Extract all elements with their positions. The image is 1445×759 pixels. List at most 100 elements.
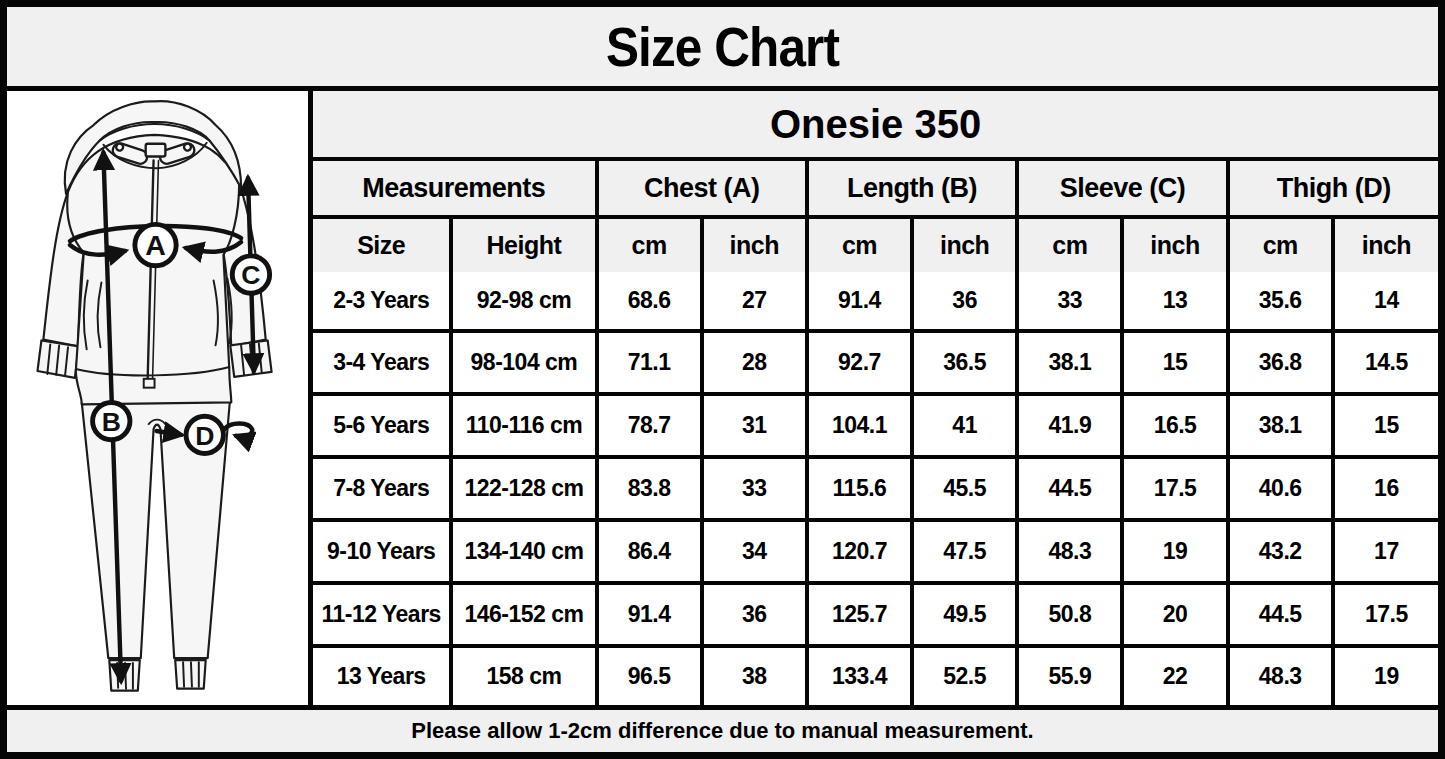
value-cell: 78.7: [597, 394, 702, 457]
chest-label: A: [145, 229, 166, 261]
value-cell: 104.1: [807, 394, 912, 457]
value-cell: 133.4: [807, 646, 912, 705]
group-header-row: Measurements Chest (A) Length (B) Sleeve…: [313, 159, 1438, 217]
value-cell: 13: [1122, 272, 1227, 331]
table-row: 7-8 Years122-128 cm83.833115.645.544.517…: [313, 457, 1438, 520]
sub-header-unit: cm: [597, 217, 702, 272]
value-cell: 38.1: [1017, 331, 1122, 394]
value-cell: 15: [1333, 394, 1438, 457]
group-header-measurements: Measurements: [313, 159, 597, 217]
value-cell: 41.9: [1017, 394, 1122, 457]
sub-header-row: SizeHeightcminchcminchcminchcminch: [313, 217, 1438, 272]
size-cell: 9-10 Years: [313, 520, 451, 583]
content-row: A B C D Onesie 350: [7, 91, 1438, 705]
value-cell: 15: [1122, 331, 1227, 394]
group-header-length: Length (B): [807, 159, 1017, 217]
value-cell: 17: [1333, 520, 1438, 583]
value-cell: 16.5: [1122, 394, 1227, 457]
sub-header-unit: inch: [702, 217, 807, 272]
sub-header-height: Height: [451, 217, 596, 272]
height-cell: 92-98 cm: [451, 272, 596, 331]
value-cell: 71.1: [597, 331, 702, 394]
height-cell: 98-104 cm: [451, 331, 596, 394]
value-cell: 31: [702, 394, 807, 457]
value-cell: 44.5: [1228, 583, 1333, 646]
value-cell: 47.5: [912, 520, 1017, 583]
value-cell: 52.5: [912, 646, 1017, 705]
value-cell: 20: [1122, 583, 1227, 646]
thigh-label: D: [195, 421, 214, 451]
value-cell: 33: [702, 457, 807, 520]
footer-note-bar: Please allow 1-2cm difference due to man…: [7, 705, 1438, 752]
value-cell: 34: [702, 520, 807, 583]
value-cell: 14: [1333, 272, 1438, 331]
title-bar: Size Chart: [7, 7, 1438, 91]
value-cell: 96.5: [597, 646, 702, 705]
value-cell: 92.7: [807, 331, 912, 394]
size-cell: 11-12 Years: [313, 583, 451, 646]
table-row: 13 Years158 cm96.538133.452.555.92248.31…: [313, 646, 1438, 705]
value-cell: 40.6: [1228, 457, 1333, 520]
value-cell: 49.5: [912, 583, 1017, 646]
size-table: Onesie 350 Measurements Chest (A) Length…: [313, 91, 1438, 705]
value-cell: 36.8: [1228, 331, 1333, 394]
value-cell: 14.5: [1333, 331, 1438, 394]
group-header-sleeve: Sleeve (C): [1017, 159, 1227, 217]
value-cell: 16: [1333, 457, 1438, 520]
sub-header-unit: cm: [1017, 217, 1122, 272]
value-cell: 36: [702, 583, 807, 646]
value-cell: 33: [1017, 272, 1122, 331]
value-cell: 115.6: [807, 457, 912, 520]
value-cell: 28: [702, 331, 807, 394]
value-cell: 44.5: [1017, 457, 1122, 520]
size-cell: 7-8 Years: [313, 457, 451, 520]
size-cell: 3-4 Years: [313, 331, 451, 394]
value-cell: 86.4: [597, 520, 702, 583]
height-cell: 134-140 cm: [451, 520, 596, 583]
value-cell: 19: [1122, 520, 1227, 583]
value-cell: 125.7: [807, 583, 912, 646]
onesie-garment: [37, 101, 271, 690]
value-cell: 120.7: [807, 520, 912, 583]
sub-header-size: Size: [313, 217, 451, 272]
value-cell: 41: [912, 394, 1017, 457]
value-cell: 48.3: [1017, 520, 1122, 583]
size-cell: 2-3 Years: [313, 272, 451, 331]
height-cell: 158 cm: [451, 646, 596, 705]
height-cell: 122-128 cm: [451, 457, 596, 520]
value-cell: 36: [912, 272, 1017, 331]
value-cell: 45.5: [912, 457, 1017, 520]
value-cell: 36.5: [912, 331, 1017, 394]
size-cell: 5-6 Years: [313, 394, 451, 457]
table-row: 11-12 Years146-152 cm91.436125.749.550.8…: [313, 583, 1438, 646]
footer-note: Please allow 1-2cm difference due to man…: [411, 718, 1033, 744]
height-cell: 110-116 cm: [451, 394, 596, 457]
thigh-loop: [224, 423, 252, 436]
value-cell: 50.8: [1017, 583, 1122, 646]
sub-header-unit: cm: [807, 217, 912, 272]
group-header-chest: Chest (A): [597, 159, 807, 217]
size-chart-frame: Size Chart: [0, 0, 1445, 759]
sub-header-unit: inch: [912, 217, 1017, 272]
sub-header-unit: inch: [1122, 217, 1227, 272]
value-cell: 35.6: [1228, 272, 1333, 331]
table-row: 5-6 Years110-116 cm78.731104.14141.916.5…: [313, 394, 1438, 457]
value-cell: 43.2: [1228, 520, 1333, 583]
onesie-illustration-panel: A B C D: [7, 91, 313, 705]
height-cell: 146-152 cm: [451, 583, 596, 646]
value-cell: 17.5: [1333, 583, 1438, 646]
value-cell: 91.4: [597, 583, 702, 646]
value-cell: 17.5: [1122, 457, 1227, 520]
value-cell: 27: [702, 272, 807, 331]
length-label: B: [102, 407, 121, 437]
sub-header-unit: cm: [1228, 217, 1333, 272]
value-cell: 68.6: [597, 272, 702, 331]
page-title: Size Chart: [606, 15, 839, 79]
sleeve-label: C: [241, 260, 260, 290]
size-table-body: 2-3 Years92-98 cm68.62791.436331335.6143…: [313, 272, 1438, 705]
value-cell: 91.4: [807, 272, 912, 331]
value-cell: 22: [1122, 646, 1227, 705]
table-row: 2-3 Years92-98 cm68.62791.436331335.614: [313, 272, 1438, 331]
onesie-illustration: A B C D: [7, 91, 308, 705]
size-table-panel: Onesie 350 Measurements Chest (A) Length…: [313, 91, 1438, 705]
